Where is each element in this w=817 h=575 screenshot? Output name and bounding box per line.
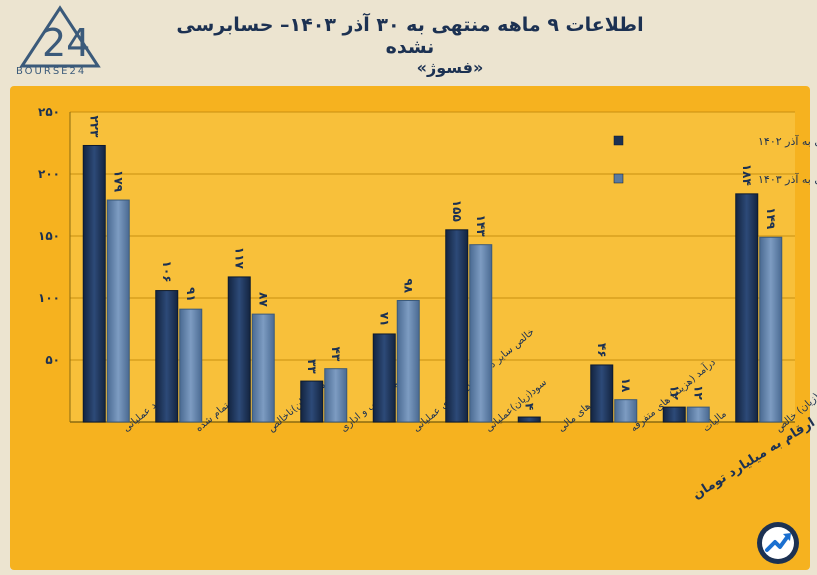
y-tick-label: ۵۰ — [45, 353, 60, 367]
legend-swatch — [613, 173, 624, 184]
page-title: اطلاعات ۹ ماهه منتهی به ۳۰ آذر ۱۴۰۳– حسا… — [176, 14, 644, 58]
y-tick-label: ۱۰۰ — [38, 291, 60, 305]
data-label: ۱۸ — [619, 378, 633, 393]
bar-2 — [179, 308, 203, 423]
trend-up-icon — [757, 522, 799, 564]
data-label: ۴ — [522, 403, 536, 410]
bar-1 — [735, 193, 759, 423]
y-tick-label: ۲۵۰ — [38, 105, 60, 119]
company-symbol: «فسوژ» — [416, 58, 484, 77]
data-label: ۱۰۶ — [160, 261, 174, 283]
legend-label: عملکرد منتهی به آذر ۱۴۰۳ — [758, 172, 817, 186]
data-label: ۹۱ — [184, 287, 198, 302]
plot-area — [70, 112, 795, 422]
y-tick-label: ۲۰۰ — [38, 167, 60, 181]
data-label: ۴۳ — [329, 347, 343, 362]
bar-1 — [517, 416, 541, 423]
bar-1 — [300, 380, 324, 423]
data-label: ۱۴۳ — [474, 215, 488, 238]
legend-label: عملکرد منتهی به آذر ۱۴۰۲ — [758, 134, 817, 148]
y-tick-label: ۱۵۰ — [38, 229, 60, 243]
bar-2 — [614, 399, 638, 423]
bar-2 — [251, 313, 275, 423]
bar-1 — [82, 144, 106, 423]
bar-2 — [106, 199, 130, 423]
data-label: ۱۵۵ — [450, 200, 464, 222]
data-label: ۱۱۷ — [232, 247, 246, 270]
bar-2 — [324, 368, 348, 423]
data-label: ۱۲ — [667, 385, 681, 400]
data-label: ۱۲ — [691, 385, 705, 400]
legend-swatch — [613, 135, 624, 146]
svg-text:24: 24 — [42, 21, 90, 65]
bar-1 — [155, 290, 179, 423]
data-label: ۸۷ — [256, 292, 270, 307]
bar-1 — [662, 406, 686, 423]
bar-2 — [469, 244, 493, 423]
data-label: ۲۲۳ — [87, 115, 101, 138]
bar-1 — [445, 229, 469, 423]
bar-1 — [590, 364, 614, 423]
data-label: ۱۷۹ — [111, 170, 125, 193]
bar-2 — [759, 236, 783, 423]
logo-text: BOURSE24 — [16, 66, 87, 77]
bar-2 — [686, 406, 710, 423]
data-label: ۱۸۴ — [740, 164, 754, 186]
data-label: ۷۱ — [377, 312, 391, 327]
bourse24-logo: 24 — [19, 5, 101, 68]
bar-1 — [227, 276, 251, 423]
bar-1 — [372, 333, 396, 423]
data-label: ۹۸ — [401, 278, 415, 293]
data-label: ۱۴۹ — [764, 207, 778, 230]
bar-2 — [396, 299, 420, 423]
data-label: ۳۳ — [305, 359, 319, 374]
data-label: ۴۶ — [595, 343, 609, 358]
